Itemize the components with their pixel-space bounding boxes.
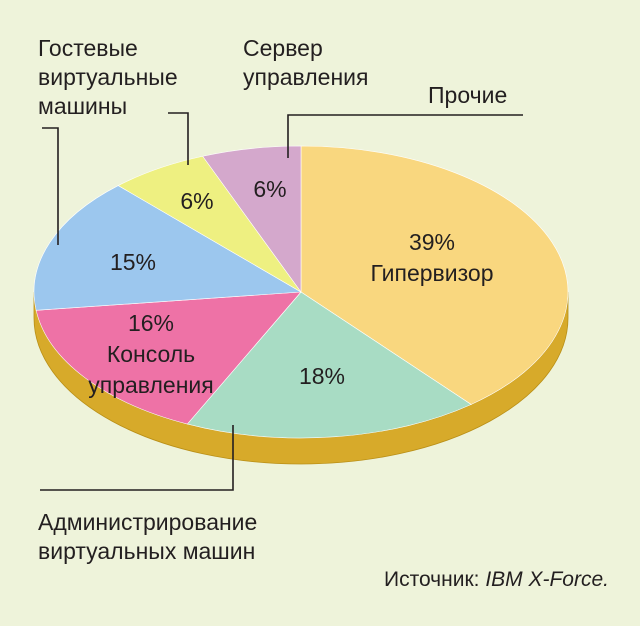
source-note: Источник: IBM X-Force. (384, 568, 609, 591)
slice-value-vm-admin: 18% (299, 363, 345, 389)
label-guest-vm-line3: машины (38, 93, 127, 119)
slice-value-guest-vm: 15% (110, 249, 156, 275)
slice-value-other: 6% (253, 176, 286, 202)
slice-label-console-line2: управления (88, 372, 213, 398)
pie-slice-gst (33, 185, 302, 311)
slice-label-hypervisor: Гипервизор (371, 260, 494, 286)
slice-value-mgmt-server: 6% (180, 188, 213, 214)
label-guest-vm-line1: Гостевые (38, 35, 138, 61)
pie-slices (33, 145, 569, 439)
source-name: IBM X-Force. (485, 568, 609, 591)
pie-slice-con (35, 291, 302, 425)
label-vm-admin-line2: виртуальных машин (38, 538, 255, 564)
pie-slice-adm (186, 291, 472, 439)
label-mgmt-server-line1: Сервер (243, 35, 323, 61)
source-prefix: Источник: (384, 568, 485, 591)
leader-other (287, 114, 523, 158)
label-vm-admin-line1: Администрирование (38, 509, 257, 535)
slice-value-console: 16% (128, 310, 174, 336)
slice-value-hypervisor: 39% (409, 229, 455, 255)
label-other: Прочие (428, 82, 507, 108)
leader-vm-admin (40, 425, 234, 491)
pie-slice-hyp (300, 145, 569, 405)
leader-guest-vm (42, 127, 59, 245)
label-mgmt-server-line2: управления (243, 64, 368, 90)
slice-label-console-line1: Консоль (107, 341, 195, 367)
pie-slice-oth (202, 145, 302, 293)
leader-mgmt-server (168, 112, 189, 165)
label-guest-vm-line2: виртуальные (38, 64, 178, 90)
